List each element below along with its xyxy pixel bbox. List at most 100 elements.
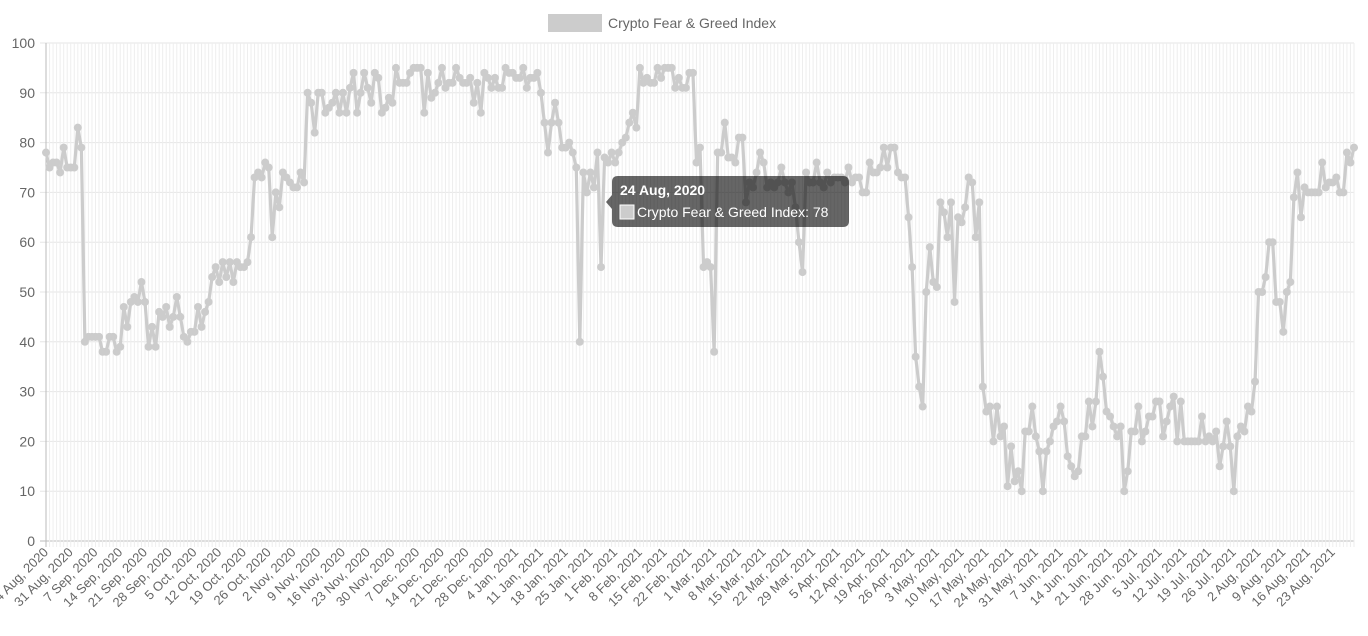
data-point xyxy=(300,178,309,187)
data-point xyxy=(1339,188,1348,197)
data-point xyxy=(957,218,966,227)
data-point xyxy=(466,73,475,82)
data-point xyxy=(275,203,284,212)
legend-swatch[interactable] xyxy=(548,14,602,32)
data-point xyxy=(420,108,429,117)
data-point xyxy=(102,347,111,356)
data-point xyxy=(353,108,362,117)
legend-label[interactable]: Crypto Fear & Greed Index xyxy=(608,15,776,31)
data-point xyxy=(759,158,768,167)
data-point xyxy=(1113,432,1122,441)
data-point xyxy=(696,143,704,152)
data-point xyxy=(151,342,160,351)
data-point xyxy=(1282,288,1291,296)
data-point xyxy=(1279,327,1288,336)
data-point xyxy=(208,273,217,282)
data-point xyxy=(144,342,153,351)
data-point xyxy=(331,88,340,97)
data-point xyxy=(367,98,376,107)
data-point xyxy=(593,148,602,157)
legend[interactable]: Crypto Fear & Greed Index xyxy=(548,14,776,32)
data-point xyxy=(1247,407,1256,416)
data-point xyxy=(936,198,945,207)
data-point xyxy=(197,322,206,331)
data-point xyxy=(1007,442,1016,451)
data-point xyxy=(1197,412,1206,421)
data-point xyxy=(1173,437,1182,446)
data-point xyxy=(865,158,874,167)
data-point xyxy=(473,78,482,87)
data-point xyxy=(515,73,524,82)
data-point xyxy=(423,68,432,77)
data-point xyxy=(1233,432,1242,441)
data-point xyxy=(1109,422,1118,431)
data-point xyxy=(1346,158,1355,167)
data-point xyxy=(1116,422,1125,431)
data-point xyxy=(794,238,803,247)
data-point xyxy=(717,148,726,157)
data-point xyxy=(1226,442,1235,451)
data-point xyxy=(59,143,68,152)
data-point xyxy=(204,297,213,306)
data-point xyxy=(176,312,185,321)
y-tick-label: 60 xyxy=(19,234,35,250)
data-point xyxy=(1120,487,1129,496)
y-tick-label: 80 xyxy=(19,135,35,151)
data-point xyxy=(487,83,496,92)
data-point xyxy=(1194,437,1203,446)
data-point xyxy=(1318,158,1327,167)
data-point xyxy=(307,98,316,107)
data-point xyxy=(925,243,934,252)
data-point xyxy=(1017,487,1026,496)
data-point xyxy=(119,302,128,311)
data-point xyxy=(264,163,273,172)
data-point xyxy=(533,68,542,77)
data-point xyxy=(190,327,199,336)
data-point xyxy=(879,143,888,152)
data-point xyxy=(536,88,545,97)
y-tick-label: 20 xyxy=(19,433,35,449)
data-point xyxy=(589,183,598,192)
data-point xyxy=(1208,437,1217,446)
data-point xyxy=(1166,402,1175,411)
data-point xyxy=(1067,462,1076,471)
data-point xyxy=(148,322,157,331)
data-point xyxy=(975,198,984,207)
data-point xyxy=(908,263,917,272)
data-point xyxy=(1028,402,1037,411)
data-point xyxy=(476,108,485,117)
data-point xyxy=(257,173,266,182)
data-point xyxy=(1215,462,1224,471)
data-point xyxy=(1035,447,1044,456)
data-point xyxy=(1014,467,1023,476)
y-tick-label: 90 xyxy=(19,85,35,101)
data-point xyxy=(123,322,132,331)
data-point xyxy=(862,188,871,197)
data-point xyxy=(674,73,683,82)
data-point xyxy=(667,63,676,72)
data-point xyxy=(911,352,920,361)
data-point xyxy=(70,163,79,172)
data-point xyxy=(1350,143,1358,152)
data-point xyxy=(1286,278,1295,287)
data-point xyxy=(448,78,457,87)
data-point xyxy=(989,437,998,446)
data-point xyxy=(158,312,167,321)
data-point xyxy=(554,118,563,127)
data-point xyxy=(416,63,425,72)
data-point xyxy=(939,208,948,217)
data-point xyxy=(452,63,461,72)
data-point xyxy=(604,158,613,167)
data-point xyxy=(1155,397,1164,406)
data-point xyxy=(614,148,623,157)
data-point xyxy=(901,173,910,182)
data-point xyxy=(498,83,507,92)
data-point xyxy=(52,158,61,167)
data-point xyxy=(1268,238,1277,247)
data-point xyxy=(268,233,277,242)
y-tick-label: 40 xyxy=(19,334,35,350)
data-point xyxy=(844,163,853,172)
tooltip-swatch xyxy=(619,204,635,220)
